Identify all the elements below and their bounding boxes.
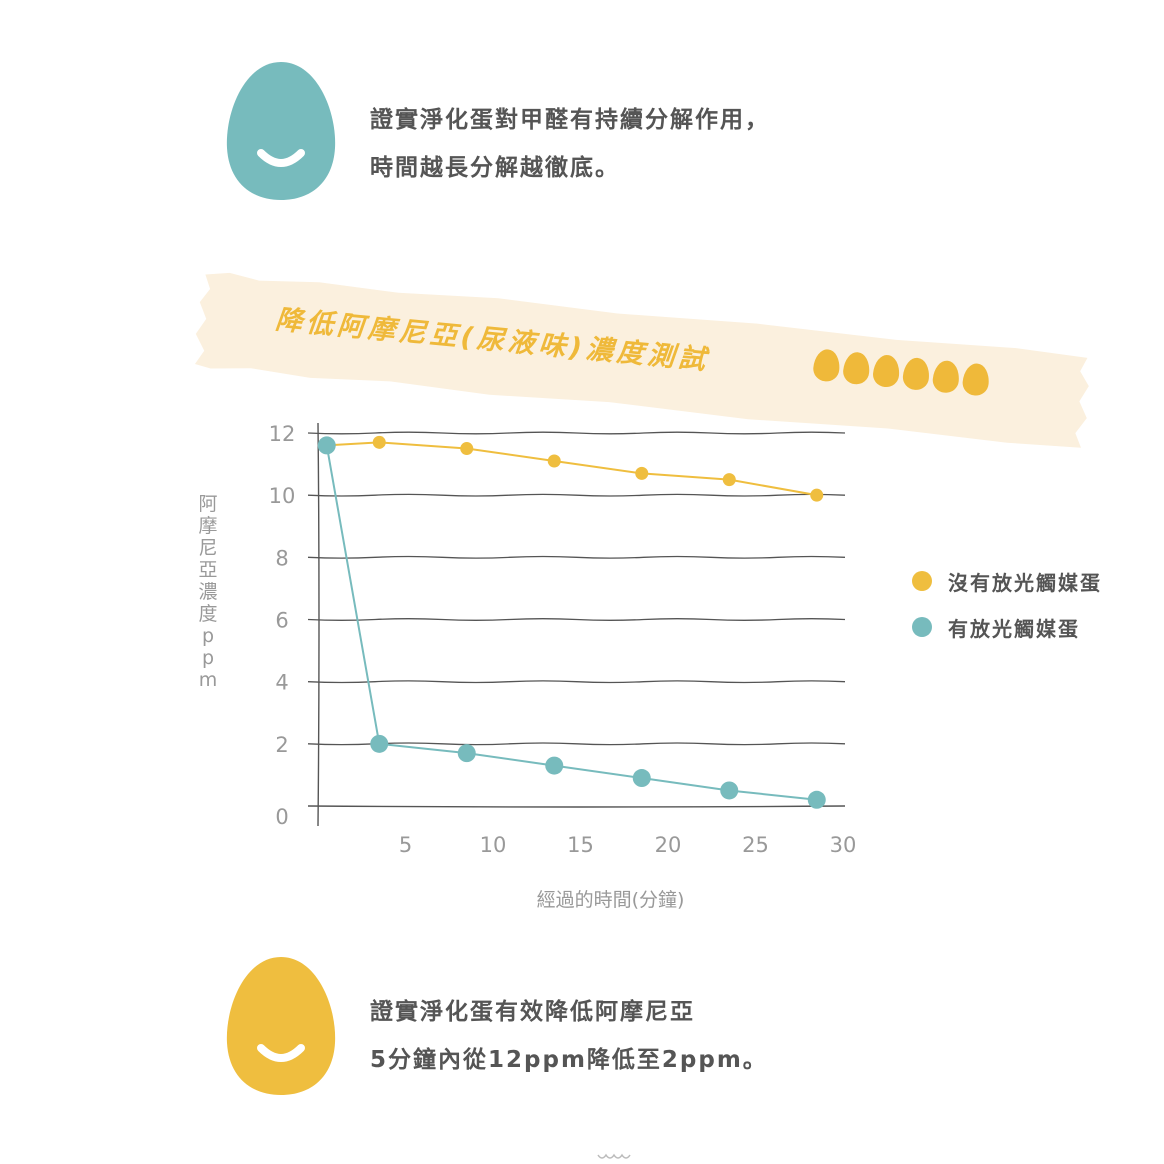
legend-label-no-egg: 沒有放光觸媒蛋 (948, 570, 1102, 595)
x-tick-label: 25 (742, 833, 769, 857)
y-tick-label: 8 (275, 546, 288, 570)
gridline-y (307, 431, 846, 435)
bottom-message-line-1: 證實淨化蛋有效降低阿摩尼亞 (370, 999, 695, 1025)
yellow-smiling-egg-icon (225, 955, 337, 1097)
small-egg-icon (871, 353, 901, 389)
x-axis-line (307, 805, 846, 808)
data-point-0 (460, 442, 474, 456)
series-line-0 (326, 441, 817, 497)
data-point-1 (317, 436, 336, 455)
small-egg-icon (842, 351, 871, 386)
data-point-0 (635, 466, 649, 480)
tape-background (194, 272, 1089, 448)
data-point-0 (810, 488, 824, 502)
chart-title-banner: 降低阿摩尼亞(尿液味)濃度測試 (191, 268, 1096, 452)
data-point-1 (545, 756, 564, 775)
data-point-1 (807, 790, 826, 809)
small-egg-icon (901, 356, 931, 392)
small-egg-icon (812, 348, 842, 383)
data-point-1 (720, 781, 739, 800)
y-axis-line (317, 422, 320, 827)
x-tick-label: 5 (399, 833, 412, 857)
chart-axes (307, 422, 846, 827)
top-message: 證實淨化蛋對甲醛有持續分解作用， 時間越長分解越徹底。 (370, 96, 770, 192)
x-axis-label: 經過的時間(分鐘) (537, 889, 685, 911)
top-message-line-1: 證實淨化蛋對甲醛有持續分解作用， (370, 107, 770, 133)
top-message-line-2: 時間越長分解越徹底。 (370, 155, 620, 181)
ammonia-line-chart: 0 2 4 6 8 10 12 5 10 15 20 25 30 經過的時間(分鐘) 阿摩尼亞濃度 p p m (198, 422, 856, 911)
x-tick-label: 20 (655, 833, 682, 857)
series-line-1 (325, 445, 817, 801)
y-tick-label: 0 (275, 805, 288, 829)
y-tick-label: 6 (275, 609, 288, 633)
data-point-0 (372, 435, 386, 449)
small-egg-icon (931, 359, 961, 394)
x-tick-label: 10 (480, 833, 507, 857)
gridline-y (307, 618, 846, 621)
chart-series (317, 435, 826, 809)
chart-labels: 0 2 4 6 8 10 12 5 10 15 20 25 30 經過的時間(分鐘) 阿摩尼亞濃度 p p m (198, 422, 856, 911)
gridline-y (307, 493, 846, 497)
y-tick-label: 10 (269, 484, 296, 508)
y-tick-label: 12 (269, 422, 296, 446)
x-tick-label: 30 (830, 833, 857, 857)
legend-yellow-dot (912, 571, 932, 591)
bottom-message: 證實淨化蛋有效降低阿摩尼亞 5分鐘內從12ppm降低至2ppm。 (370, 988, 768, 1084)
legend-label-with-egg: 有放光觸媒蛋 (948, 616, 1080, 641)
teal-smiling-egg-icon (225, 60, 337, 202)
data-point-1 (632, 769, 651, 788)
x-tick-label: 15 (567, 833, 594, 857)
legend-teal-dot (912, 617, 932, 637)
y-axis-label: 阿摩尼亞濃度 p p m (198, 493, 217, 691)
gridline-y (307, 742, 846, 746)
legend-item-with-egg: 有放光觸媒蛋 (912, 604, 1102, 650)
gridline-y (307, 680, 846, 684)
data-point-1 (457, 744, 476, 763)
data-point-1 (370, 734, 389, 753)
chart-grid (307, 431, 846, 746)
y-tick-label: 2 (275, 733, 288, 757)
small-egg-icon (961, 362, 991, 397)
chart-legend: 沒有放光觸媒蛋 有放光觸媒蛋 (912, 558, 1102, 650)
y-tick-label: 4 (275, 671, 288, 695)
scroll-down-wave-icon[interactable] (596, 1152, 632, 1164)
gridline-y (307, 555, 846, 559)
data-point-0 (547, 454, 561, 468)
legend-item-no-egg: 沒有放光觸媒蛋 (912, 558, 1102, 604)
bottom-message-line-2: 5分鐘內從12ppm降低至2ppm。 (370, 1047, 768, 1073)
data-point-0 (722, 473, 736, 487)
